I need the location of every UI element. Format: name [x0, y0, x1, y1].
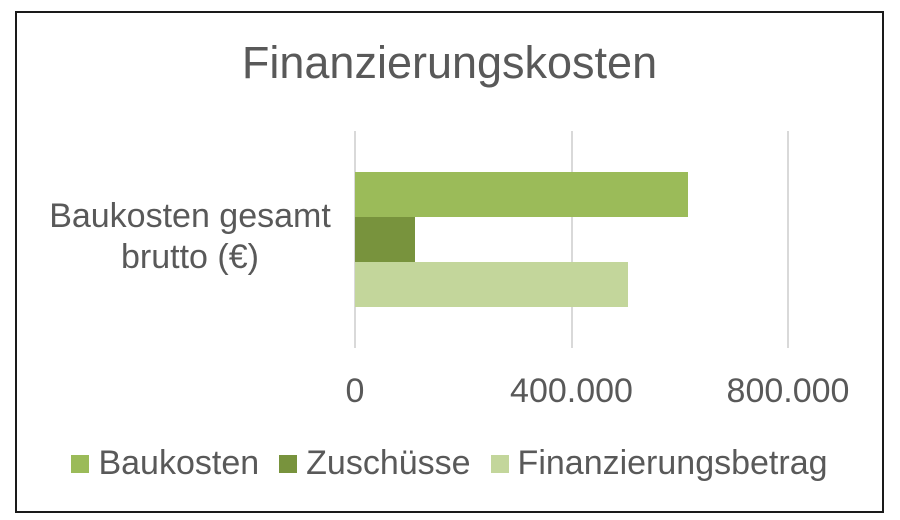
chart-title: Finanzierungskosten	[241, 37, 658, 88]
legend-label-baukosten: Baukosten	[98, 444, 260, 482]
plot-area	[354, 131, 789, 348]
legend-label-finanzierungsbetrag: Finanzierungsbetrag	[517, 444, 828, 482]
x-tick-label-zero: 0	[345, 372, 365, 410]
legend: Baukosten Zuschüsse Finanzierungsbetrag	[15, 444, 884, 483]
category-axis-label: Baukosten gesamt brutto (€)	[49, 197, 331, 277]
legend-label-zuschuesse: Zuschüsse	[306, 444, 471, 482]
legend-swatch-baukosten-icon	[71, 454, 90, 473]
legend-item-baukosten: Baukosten	[71, 444, 259, 483]
gridline-800000	[787, 131, 789, 348]
gridline-400000	[570, 131, 573, 348]
bar-finanzierungsbetrag	[355, 262, 629, 307]
legend-item-finanzierungsbetrag: Finanzierungsbetrag	[490, 444, 828, 483]
legend-item-zuschuesse: Zuschüsse	[279, 444, 471, 483]
x-tick-label-400000: 400.000	[510, 372, 633, 410]
bar-zuschuesse	[355, 217, 415, 262]
legend-swatch-zuschuesse-icon	[279, 454, 298, 473]
x-axis: 0 400.000 800.000	[346, 372, 850, 414]
x-tick-label-800000: 800.000	[726, 372, 850, 410]
legend-swatch-finanzierungsbetrag-icon	[490, 454, 509, 473]
bar-baukosten	[355, 172, 688, 217]
